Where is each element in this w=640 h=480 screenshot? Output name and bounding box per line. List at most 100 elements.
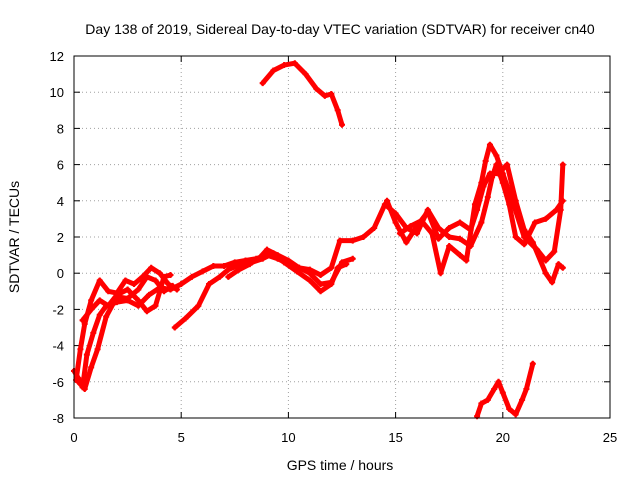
y-tick-label: 2: [57, 230, 64, 245]
data-point: [336, 237, 343, 244]
data-point: [161, 273, 168, 280]
data-point: [199, 268, 206, 275]
data-point: [88, 364, 95, 371]
data-point: [437, 270, 444, 277]
series-track-3: [75, 274, 176, 392]
data-point: [169, 282, 176, 289]
data-point: [559, 264, 566, 271]
data-point: [371, 224, 378, 231]
data-point: [281, 62, 288, 69]
y-tick-label: -4: [52, 339, 64, 354]
data-point: [392, 219, 399, 226]
y-tick-label: -2: [52, 302, 64, 317]
data-point: [495, 378, 502, 385]
data-point: [486, 170, 493, 177]
data-point: [306, 277, 313, 284]
data-point: [542, 270, 549, 277]
data-point: [105, 302, 112, 309]
data-point: [182, 315, 189, 322]
data-point: [559, 161, 566, 168]
data-point: [418, 217, 425, 224]
data-point: [77, 346, 84, 353]
data-point: [270, 67, 277, 74]
data-point: [328, 264, 335, 271]
x-tick-label: 0: [70, 430, 77, 445]
data-point: [534, 246, 541, 253]
data-point: [328, 281, 335, 288]
data-point: [156, 270, 163, 277]
data-point: [225, 266, 232, 273]
data-point: [529, 360, 536, 367]
data-point: [463, 257, 470, 264]
data-point: [456, 235, 463, 242]
x-axis-label: GPS time / hours: [287, 457, 394, 473]
data-point: [317, 272, 324, 279]
x-tick-label: 20: [496, 430, 510, 445]
y-tick-label: 0: [57, 266, 64, 281]
y-axis-ticks: -8 -6 -4 -2 0 2 4 6 8 10 12: [50, 49, 610, 426]
x-axis-ticks: 0 5 10 15 20 25: [70, 56, 617, 445]
data-point: [178, 281, 185, 288]
data-point: [523, 386, 530, 393]
data-point: [263, 246, 270, 253]
data-point: [96, 297, 103, 304]
data-point: [291, 60, 298, 67]
data-point: [396, 230, 403, 237]
x-tick-label: 5: [178, 430, 185, 445]
data-point: [259, 80, 266, 87]
data-point: [343, 261, 350, 268]
data-point: [512, 411, 519, 418]
data-point: [493, 152, 500, 159]
data-point: [313, 85, 320, 92]
data-point: [456, 252, 463, 259]
y-tick-label: -8: [52, 411, 64, 426]
data-point: [221, 262, 228, 269]
data-point: [446, 234, 453, 240]
data-point: [88, 297, 95, 304]
y-axis-label: SDTVAR / TECUs: [6, 181, 22, 293]
data-point: [96, 277, 103, 284]
data-point: [446, 243, 453, 250]
data-point: [446, 224, 453, 231]
data-point: [484, 396, 491, 403]
data-point: [542, 215, 549, 222]
data-point: [557, 206, 564, 213]
data-point: [75, 378, 82, 385]
data-point: [94, 346, 101, 353]
data-point: [124, 295, 131, 302]
x-tick-label: 10: [281, 430, 295, 445]
y-tick-label: -6: [52, 375, 64, 390]
data-point: [531, 219, 538, 226]
data-point: [124, 286, 131, 293]
data-point: [334, 107, 341, 114]
data-point: [317, 281, 324, 288]
data-point: [206, 281, 213, 288]
data-point: [135, 297, 142, 304]
data-point: [317, 288, 324, 295]
data-point: [407, 223, 414, 230]
data-point: [173, 286, 180, 293]
data-point: [328, 91, 335, 98]
data-point: [499, 389, 506, 396]
data-point: [549, 279, 556, 286]
data-point: [555, 261, 562, 268]
data-point: [188, 273, 195, 280]
data-point: [90, 329, 97, 336]
data-point: [296, 264, 303, 271]
data-point: [81, 320, 88, 327]
data-point: [131, 281, 138, 288]
data-point: [156, 288, 163, 295]
data-point: [482, 157, 489, 164]
data-point: [491, 386, 498, 393]
y-tick-label: 12: [50, 49, 64, 64]
data-point: [143, 308, 150, 315]
data-point: [499, 170, 506, 177]
data-point: [349, 237, 356, 244]
data-point: [285, 257, 292, 264]
data-point: [113, 291, 120, 298]
data-point: [486, 141, 493, 148]
data-point: [135, 286, 142, 293]
series-track-8: [397, 142, 566, 276]
data-point: [521, 241, 528, 248]
